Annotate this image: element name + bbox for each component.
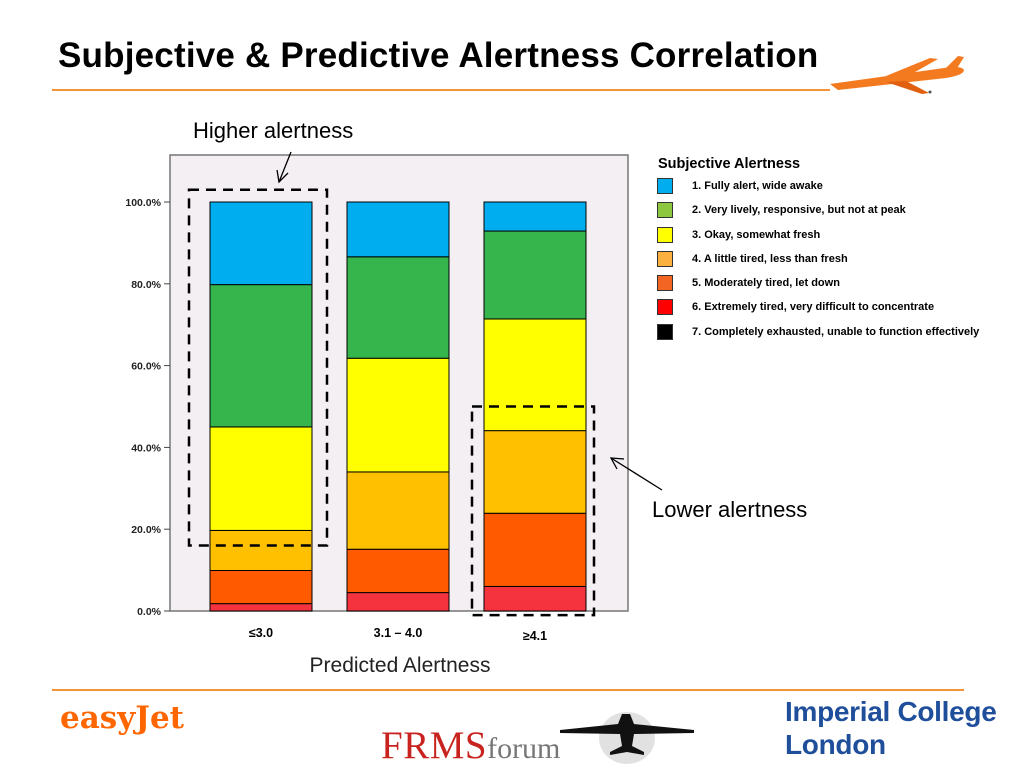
legend-label: 6. Extremely tired, very difficult to co… <box>692 301 935 314</box>
x-tick-label: 3.1 – 4.0 <box>374 626 423 640</box>
legend-label: 3. Okay, somewhat fresh <box>692 228 821 241</box>
higher-arrow-head <box>276 169 289 184</box>
easyjet-logo: easyJet <box>60 700 184 736</box>
legend-item: 5. Moderately tired, let down <box>657 275 987 299</box>
bar-segment <box>483 512 587 587</box>
bar-segment <box>346 201 450 258</box>
bar-segment <box>209 284 313 428</box>
y-tick-label: 80.0% <box>131 279 161 291</box>
x-tick-label: ≤3.0 <box>249 626 273 640</box>
legend-swatch <box>657 275 673 292</box>
legend-swatch <box>657 202 673 219</box>
legend-item: 1. Fully alert, wide awake <box>657 178 987 202</box>
bar-segment <box>209 529 313 572</box>
frms-airplane-icon <box>560 712 694 764</box>
legend-swatch <box>657 323 673 340</box>
callout-arrows <box>276 151 663 491</box>
footer-divider <box>52 689 964 691</box>
higher-arrow-line <box>278 151 292 183</box>
legend-swatch <box>657 178 673 194</box>
legend-title: Subjective Alertness <box>658 156 801 172</box>
bar-segment <box>209 570 313 605</box>
bar-segment <box>483 201 587 232</box>
lower-arrow-line <box>610 457 663 491</box>
bar-segment <box>483 585 587 612</box>
bar-segment <box>209 201 313 286</box>
airplane-icon <box>830 56 964 94</box>
legend-item: 2. Very lively, responsive, but not at p… <box>657 202 987 226</box>
y-tick-label: 40.0% <box>131 442 161 454</box>
legend-swatch <box>657 299 673 316</box>
highlight-box <box>187 188 329 547</box>
bar-segment <box>346 256 450 359</box>
y-tick-label: 100.0% <box>125 197 161 209</box>
bar-segment <box>483 430 587 514</box>
legend-item: 7. Completely exhausted, unable to funct… <box>657 323 987 360</box>
bar-segment <box>346 548 450 594</box>
y-tick-label: 20.0% <box>131 524 161 536</box>
bar-segment <box>346 357 450 473</box>
legend-item: 6. Extremely tired, very difficult to co… <box>657 299 987 323</box>
legend-item: 4. A little tired, less than fresh <box>657 250 987 275</box>
legend-label: 2. Very lively, responsive, but not at p… <box>692 204 906 217</box>
y-tick-label: 0.0% <box>137 606 162 618</box>
x-tick-label: ≥4.1 <box>523 629 547 643</box>
legend-label: 4. A little tired, less than fresh <box>692 252 848 265</box>
x-axis-title: Predicted Alertness <box>310 654 491 677</box>
legend-item: 3. Okay, somewhat fresh <box>657 226 987 251</box>
imperial-logo-line1: Imperial College <box>785 696 997 727</box>
legend-swatch <box>657 226 673 243</box>
bar-segment <box>209 426 313 531</box>
bar-segment <box>209 603 313 612</box>
bar-segment <box>483 230 587 320</box>
imperial-college-logo: Imperial College London <box>785 695 997 761</box>
frms-forum-logo: FRMSforum <box>381 723 560 768</box>
legend-label: 7. Completely exhausted, unable to funct… <box>692 325 980 338</box>
legend-label: 1. Fully alert, wide awake <box>692 180 823 192</box>
legend: Subjective Alertness 1. Fully alert, wid… <box>657 156 987 360</box>
lower-arrow-head <box>609 457 625 470</box>
highlight-box <box>470 405 596 617</box>
title-divider <box>52 89 830 91</box>
y-tick-label: 60.0% <box>131 361 161 373</box>
callout-higher-alertness: Higher alertness <box>193 118 354 143</box>
legend-swatch <box>657 250 673 267</box>
imperial-logo-line2: London <box>785 729 886 760</box>
bar-segment <box>483 318 587 432</box>
legend-label: 5. Moderately tired, let down <box>692 277 840 290</box>
frms-logo-text: FRMS <box>381 724 488 767</box>
callout-lower-alertness: Lower alertness <box>652 497 808 522</box>
bar-segment <box>346 471 450 550</box>
slide-title: Subjective & Predictive Alertness Correl… <box>58 36 819 75</box>
forum-logo-text: forum <box>487 732 561 765</box>
bar-segment <box>346 592 450 612</box>
